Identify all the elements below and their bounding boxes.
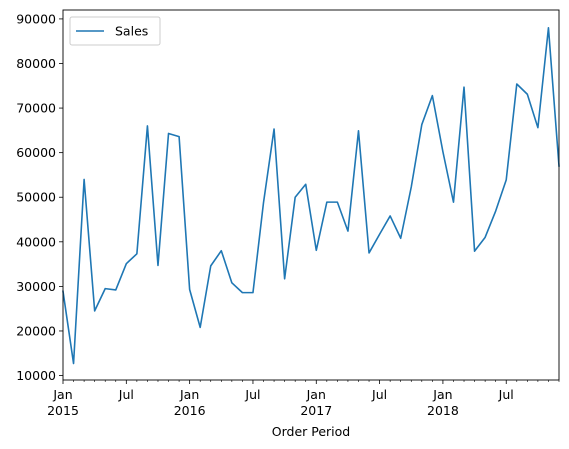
x-tick-label: Jul xyxy=(244,387,260,402)
x-tick-label: Jul xyxy=(498,387,514,402)
x-tick-year-label: 2018 xyxy=(427,403,459,418)
y-tick-label: 70000 xyxy=(16,101,56,116)
x-tick-label: Jul xyxy=(371,387,387,402)
x-tick-year-label: 2015 xyxy=(47,403,79,418)
x-tick-label: Jul xyxy=(118,387,134,402)
x-tick-year-label: 2016 xyxy=(174,403,206,418)
plot-area-frame xyxy=(62,9,560,381)
x-tick-label: Jan xyxy=(432,387,452,402)
y-axis-ticks: 10000 20000 30000 40000 50000 60000 70000 80000… xyxy=(16,11,63,383)
legend: Sales xyxy=(69,16,161,46)
legend-box xyxy=(69,16,161,46)
sales-series-line xyxy=(62,27,560,365)
y-tick-label: 80000 xyxy=(16,56,56,71)
y-tick-label: 10000 xyxy=(16,368,56,383)
y-tick-label: 50000 xyxy=(16,190,56,205)
x-tick-year-label: 2017 xyxy=(300,403,332,418)
y-tick-label: 30000 xyxy=(16,279,56,294)
y-tick-label: 40000 xyxy=(16,234,56,249)
y-tick-label: 20000 xyxy=(16,323,56,338)
x-axis-label: Order Period xyxy=(272,424,350,439)
y-tick-label: 60000 xyxy=(16,145,56,160)
x-tick-label: Jan xyxy=(179,387,199,402)
y-tick-label: 90000 xyxy=(16,11,56,26)
x-tick-label: Jan xyxy=(52,387,72,402)
x-tick-label: Jan xyxy=(306,387,326,402)
legend-label-sales: Sales xyxy=(115,24,148,39)
